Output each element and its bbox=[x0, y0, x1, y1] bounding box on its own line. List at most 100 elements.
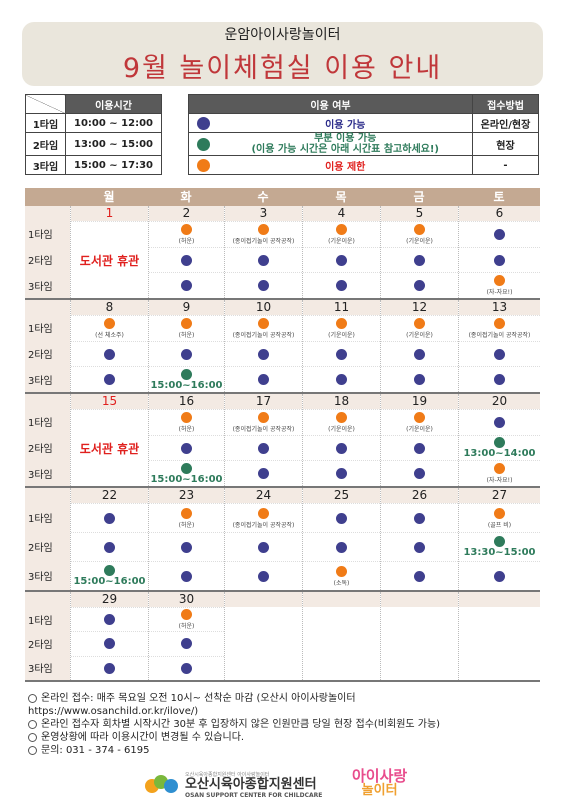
available-dot-icon bbox=[494, 570, 505, 582]
time-slot: (자-자요!) bbox=[459, 460, 540, 486]
program-note: (종이접기놀이 공작공작) bbox=[232, 331, 295, 339]
time-slot bbox=[459, 340, 540, 367]
slot-label-column: 1타임 2타임 3타임 bbox=[25, 488, 70, 590]
program-note: (선 체소주) bbox=[95, 331, 124, 339]
time-slot bbox=[459, 366, 540, 392]
available-dot-icon bbox=[414, 442, 425, 454]
bullet-icon bbox=[28, 693, 37, 703]
restricted-dot-icon bbox=[336, 223, 347, 235]
calendar-week: 1타임 2타임 3타임 29 30 (허운) bbox=[25, 592, 540, 682]
available-dot-icon bbox=[181, 570, 192, 582]
time-slot bbox=[149, 340, 224, 367]
available-dot-icon bbox=[494, 254, 505, 266]
calendar-day: 20 13:00~14:00 (자-자요!) bbox=[458, 394, 540, 486]
slot-label: 2타임 bbox=[28, 543, 53, 554]
day-number: 22 bbox=[71, 488, 148, 503]
day-number: 20 bbox=[459, 394, 540, 409]
calendar-day: 23 (허운) bbox=[148, 488, 224, 590]
time-slot bbox=[225, 532, 302, 561]
program-note: (허운) bbox=[178, 623, 195, 631]
available-dot-icon bbox=[197, 116, 211, 130]
footer-note-1b: https://www.osanchild.or.kr/ilove/) bbox=[28, 706, 199, 717]
slot-label: 3타임 bbox=[28, 469, 53, 481]
time-slot bbox=[459, 409, 540, 435]
weekday-3: 수 bbox=[257, 190, 269, 204]
program-note: (기운이운) bbox=[406, 331, 433, 339]
program-note: (종이접기놀이 공작공작) bbox=[232, 521, 295, 529]
brand-logo-top: 아이사랑 bbox=[352, 767, 408, 785]
program-note: (기운이운) bbox=[406, 425, 433, 433]
partial-dot-icon bbox=[494, 437, 505, 448]
available-dot-icon bbox=[494, 348, 505, 360]
time-slot: (기운이운) bbox=[381, 221, 458, 247]
time-slot: 13:30~15:00 bbox=[459, 532, 540, 561]
partial-dot-icon bbox=[104, 565, 115, 576]
time-slot bbox=[149, 246, 224, 273]
time-slot bbox=[381, 246, 458, 273]
day-number: 9 bbox=[149, 300, 224, 315]
available-dot-icon bbox=[104, 512, 115, 524]
time-slot bbox=[71, 607, 148, 631]
time-slot: (허운) bbox=[149, 409, 224, 435]
restricted-dot-icon bbox=[197, 158, 211, 172]
time-table-header: 이용시간 bbox=[65, 94, 162, 114]
available-dot-icon bbox=[104, 541, 115, 553]
day-number bbox=[303, 592, 380, 607]
day-number: 8 bbox=[71, 300, 148, 315]
restricted-dot-icon bbox=[494, 317, 505, 329]
day-number: 6 bbox=[459, 206, 540, 221]
calendar-week: 1타임 2타임 3타임 15 도서관 휴관 16 (허운) 15:00~16:00 17 (종이접… bbox=[25, 394, 540, 488]
time-slot bbox=[303, 272, 380, 298]
calendar-day: 19 (기운이운) bbox=[380, 394, 458, 486]
calendar-day: 26 bbox=[380, 488, 458, 590]
legend-method-restricted: - bbox=[472, 155, 539, 175]
calendar-day: 10 (종이접기놀이 공작공작) bbox=[224, 300, 302, 392]
time-slot: (허운) bbox=[149, 221, 224, 247]
page-header: 운암아이사랑놀이터 9월 놀이체험실 이용 안내 bbox=[22, 22, 543, 86]
day-number: 1 bbox=[71, 206, 148, 221]
time-slot: (종이접기놀이 공작공작) bbox=[225, 503, 302, 532]
available-dot-icon bbox=[104, 638, 115, 650]
time-slot: (기운이운) bbox=[381, 315, 458, 341]
time-slot bbox=[225, 460, 302, 486]
time-slot bbox=[459, 221, 540, 247]
time-slot bbox=[149, 434, 224, 461]
page-subtitle: 운암아이사랑놀이터 bbox=[224, 27, 341, 43]
slot-label: 3타임 bbox=[28, 281, 53, 293]
time-slot bbox=[303, 246, 380, 273]
day-number: 25 bbox=[303, 488, 380, 503]
legend-status-available: 이용 가능 bbox=[218, 113, 473, 133]
time-slot: (기운이운) bbox=[303, 221, 380, 247]
slot-label-column: 1타임 2타임 3타임 bbox=[25, 206, 70, 298]
time-slot bbox=[225, 340, 302, 367]
day-number: 24 bbox=[225, 488, 302, 503]
available-dot-icon bbox=[181, 638, 192, 650]
slot-label-column: 1타임 2타임 3타임 bbox=[25, 300, 70, 392]
time-slot bbox=[71, 631, 148, 655]
calendar-day: 13 (종이접기놀이 공작공작) bbox=[458, 300, 540, 392]
partial-time-note: 13:00~14:00 bbox=[463, 448, 536, 459]
bullet-icon bbox=[28, 732, 37, 742]
available-dot-icon bbox=[414, 280, 425, 292]
calendar-day: 18 (기운이운) bbox=[302, 394, 380, 486]
day-number: 16 bbox=[149, 394, 224, 409]
day-number: 19 bbox=[381, 394, 458, 409]
program-note: (소독) bbox=[333, 579, 350, 587]
time-slot bbox=[459, 246, 540, 273]
partial-dot-icon bbox=[181, 462, 192, 474]
restricted-dot-icon bbox=[181, 411, 192, 423]
slot-label: 2타임 bbox=[28, 350, 53, 361]
footer-note-1: 온라인 접수: 매주 목요일 오전 10시~ 선착순 마감 (오산시 아이사랑놀… bbox=[28, 692, 440, 705]
time-slot bbox=[381, 366, 458, 392]
time-slot: 15:00~16:00 bbox=[149, 366, 224, 392]
program-note: (기운이운) bbox=[406, 237, 433, 245]
footer-note-4: 문의: 031 - 374 - 6195 bbox=[28, 744, 440, 757]
time-slot: (종이접기놀이 공작공작) bbox=[459, 315, 540, 341]
time-slot bbox=[381, 561, 458, 590]
time-slot: (자-자요!) bbox=[459, 272, 540, 298]
time-slot bbox=[225, 434, 302, 461]
restricted-dot-icon bbox=[414, 317, 425, 329]
available-dot-icon bbox=[258, 374, 269, 386]
day-number: 2 bbox=[149, 206, 224, 221]
available-dot-icon bbox=[414, 512, 425, 524]
